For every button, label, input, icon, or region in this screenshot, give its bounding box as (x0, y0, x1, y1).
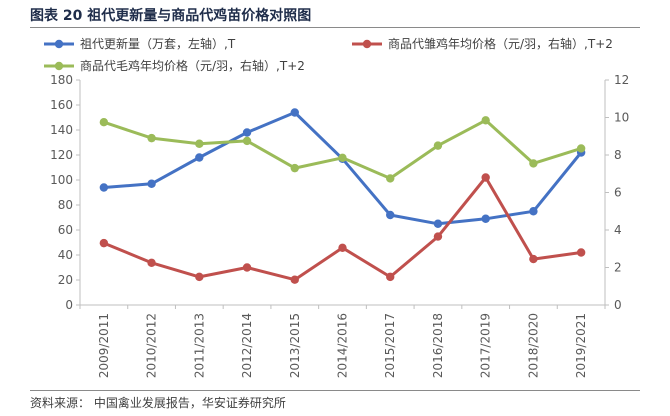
series-1-point (290, 108, 299, 117)
series-1-point (529, 207, 538, 216)
series-2-point (242, 263, 252, 272)
x-tick-label: 2015/2017 (383, 313, 397, 378)
legend-label: 商品代毛鸡年均价格（元/羽，右轴）,T+2 (80, 58, 305, 73)
x-tick-label: 2009/2011 (97, 313, 111, 378)
left-tick-label: 140 (50, 123, 73, 137)
series-3-point (242, 136, 252, 146)
x-tick-label: 2018/2020 (526, 313, 540, 378)
x-tick-label: 2017/2019 (479, 313, 493, 378)
series-2-point (99, 238, 109, 248)
left-tick-label: 40 (58, 248, 73, 262)
series-3-point (147, 133, 156, 143)
x-tick-label: 2019/2021 (574, 313, 588, 378)
left-tick-label: 160 (50, 98, 73, 112)
right-tick-label: 4 (614, 223, 622, 237)
left-tick-label: 20 (58, 273, 73, 287)
right-tick-label: 0 (614, 298, 622, 312)
legend-item-1: 祖代更新量（万套，左轴）,T (44, 36, 236, 51)
series-1-point (386, 210, 395, 220)
right-tick-label: 10 (614, 111, 629, 125)
series-2-point (147, 258, 156, 268)
right-tick-label: 8 (614, 148, 622, 162)
series-3-point (290, 163, 299, 173)
series-3-point (576, 144, 586, 153)
series-2-point (290, 275, 299, 284)
legend-item-3: 商品代毛鸡年均价格（元/羽，右轴）,T+2 (44, 58, 305, 73)
right-tick-label: 12 (614, 73, 629, 87)
right-tick-label: 6 (614, 186, 622, 200)
source-note: 资料来源： 中国禽业发展报告，华安证券研究所 (30, 396, 286, 410)
series-3-point (99, 117, 109, 127)
left-tick-label: 100 (50, 173, 73, 187)
figure-title: 图表 20 祖代更新量与商品代鸡苗价格对照图 (30, 8, 312, 24)
legend-item-2: 商品代雏鸡年均价格（元/羽，右轴）,T+2 (352, 36, 613, 51)
left-tick-label: 80 (58, 198, 73, 212)
series-2-point (386, 272, 395, 282)
series-3-point (481, 116, 490, 125)
legend-label: 祖代更新量（万套，左轴）,T (80, 36, 236, 51)
series-1-point (242, 128, 252, 137)
series-1-point (147, 179, 156, 188)
left-tick-label: 120 (50, 148, 73, 162)
legend: 祖代更新量（万套，左轴）,T 商品代雏鸡年均价格（元/羽，右轴）,T+2 商品代毛鸡… (44, 36, 613, 73)
series-3-point (529, 159, 538, 168)
series-2-point (338, 243, 347, 253)
legend-swatch-marker (362, 39, 372, 49)
series-2-point (195, 272, 204, 282)
x-tick-label: 2011/2013 (192, 313, 206, 378)
series-1-line (102, 111, 583, 226)
axes: 0 20 40 60 80 100 120 140 160 180 0 2 4 6 8 10 12 2009/20… (50, 73, 629, 378)
series-3-point (195, 139, 204, 148)
series-2 (99, 173, 586, 284)
right-tick-label: 2 (614, 261, 622, 275)
x-tick-label: 2016/2018 (431, 313, 445, 378)
title-divider (30, 27, 640, 28)
series-1 (99, 108, 586, 228)
series-1-point (481, 214, 490, 223)
series-layer (99, 108, 586, 284)
legend-label: 商品代雏鸡年均价格（元/羽，右轴）,T+2 (388, 36, 613, 51)
series-2-point (529, 254, 538, 264)
series-2-point (433, 232, 443, 241)
series-1-point (195, 153, 204, 162)
series-1-point (433, 219, 443, 228)
left-tick-label: 0 (65, 298, 73, 312)
legend-swatch-marker (54, 39, 64, 49)
x-tick-label: 2014/2016 (336, 313, 350, 378)
series-3-point (433, 141, 443, 150)
legend-swatch-marker (54, 61, 64, 71)
source-divider (30, 390, 640, 391)
x-tick-label: 2010/2012 (145, 313, 159, 378)
series-2-line (102, 176, 583, 282)
series-2-point (576, 248, 586, 257)
series-3-point (386, 174, 395, 183)
x-tick-label: 2013/2015 (288, 313, 302, 378)
left-tick-label: 60 (58, 223, 73, 237)
series-2-point (481, 173, 490, 182)
series-3-point (338, 153, 347, 163)
x-tick-label: 2012/2014 (240, 313, 254, 378)
series-1-point (99, 183, 109, 192)
series-3 (99, 116, 586, 183)
left-tick-label: 180 (50, 73, 73, 87)
